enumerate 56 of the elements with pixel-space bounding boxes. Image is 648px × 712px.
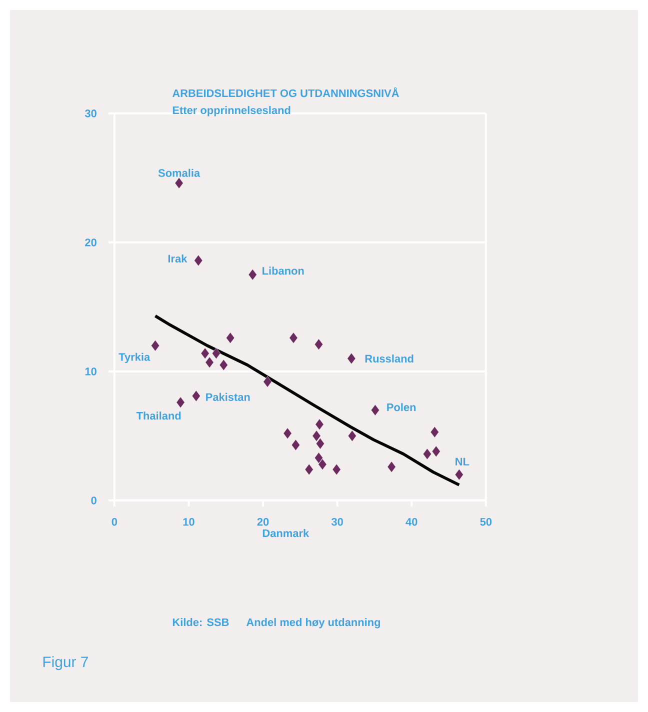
x-tick-label: 0 [112, 518, 118, 526]
point [226, 332, 235, 344]
x-tick-label: 20 [257, 518, 269, 526]
y-tick-label: 20 [85, 238, 96, 246]
point [200, 348, 210, 360]
point [219, 359, 228, 371]
point [347, 352, 356, 364]
point [454, 468, 464, 480]
x-tick-label: 10 [183, 518, 194, 526]
point [370, 404, 380, 416]
point [422, 448, 432, 460]
point [283, 428, 292, 439]
point [174, 177, 184, 189]
y-tick-label: 10 [85, 368, 96, 376]
annotation: Libanon [262, 266, 304, 275]
y-tick-label: 0 [91, 496, 96, 504]
point [316, 438, 325, 450]
annotation: NL [456, 458, 470, 466]
y-tick-label: 30 [84, 110, 96, 118]
text: Kilde: SSB [172, 618, 229, 626]
text: Andel med høy utdanning [246, 618, 380, 628]
point [314, 338, 324, 350]
point [291, 439, 300, 451]
x-tick-label: 50 [480, 518, 492, 526]
point [176, 396, 185, 408]
annotation: Polen [387, 403, 416, 412]
point [387, 461, 396, 473]
chart-subtitle: Etter opprinnelsesland [172, 106, 290, 116]
point [314, 452, 324, 464]
x-tick-label: 30 [331, 518, 343, 526]
point [151, 340, 160, 352]
annotation: Pakistan [206, 392, 250, 401]
point [205, 356, 214, 368]
point [289, 332, 298, 344]
text: Figur 7 [43, 656, 88, 670]
text: Danmark [262, 529, 310, 538]
point [192, 390, 200, 402]
point [312, 430, 321, 442]
annotation: Somalia [158, 168, 200, 177]
point [432, 446, 440, 458]
point [332, 464, 341, 476]
point [318, 458, 327, 470]
annotation: Irak [168, 254, 188, 263]
point [248, 269, 257, 280]
annotation: Russland [365, 354, 414, 363]
point [212, 348, 220, 360]
point [194, 254, 203, 266]
chart-title: ARBEIDSLEDIGHET OG UTDANNINGSNIVÅ [172, 87, 399, 98]
point [304, 464, 314, 476]
point [263, 376, 272, 388]
x-tick-label: 40 [406, 518, 418, 526]
annotation: Tyrkia [118, 352, 150, 364]
point [430, 426, 439, 438]
point [315, 418, 324, 430]
annotation: Thailand [136, 412, 181, 420]
point [348, 430, 356, 442]
